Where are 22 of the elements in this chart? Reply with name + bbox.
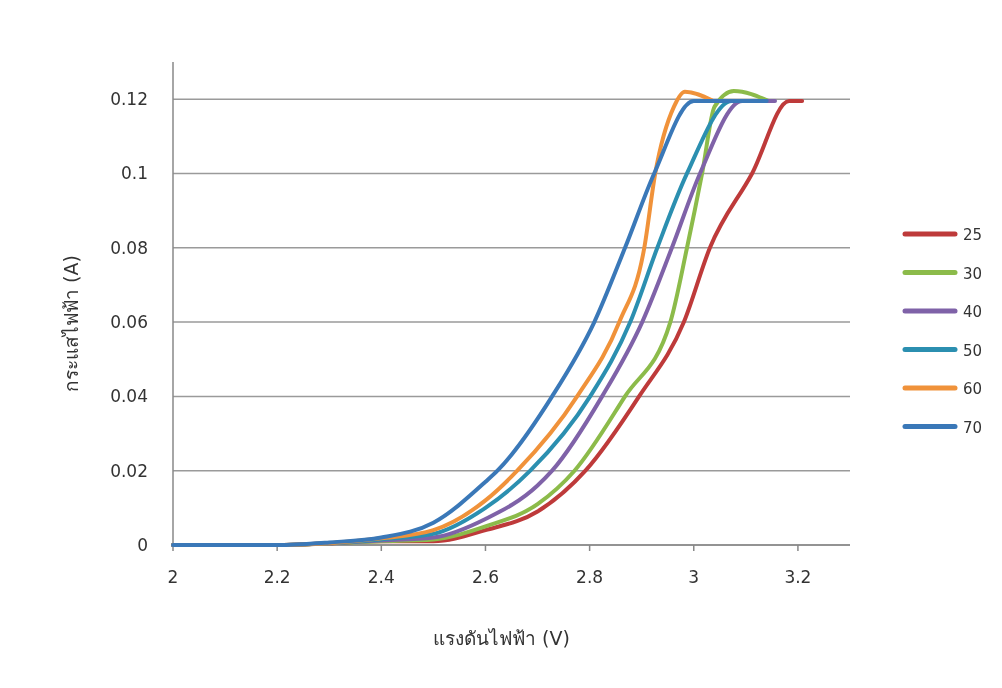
legend-label: 30 — [963, 264, 983, 283]
x-tick-label: 3.2 — [784, 567, 812, 587]
x-tick-label: 3 — [688, 567, 700, 587]
y-axis-title: กระแสไฟฟ้า (A) — [60, 255, 82, 392]
y-tick-label: 0.04 — [110, 386, 148, 407]
legend-label: 60 — [963, 380, 983, 398]
x-tick-label: 2.8 — [576, 567, 604, 587]
x-tick-label: 2 — [167, 567, 179, 587]
legend-label: 70 — [963, 418, 983, 437]
y-tick-label: 0.12 — [110, 89, 148, 110]
y-tick-label: 0.06 — [110, 312, 148, 333]
y-tick-label: 0.1 — [120, 163, 148, 184]
y-tick-label: 0.08 — [110, 237, 148, 258]
y-tick-label: 0 — [137, 535, 148, 555]
legend-label: 25 — [963, 226, 983, 244]
legend-label: 50 — [963, 341, 983, 360]
x-axis-title: แรงดันไฟฟ้า (V) — [433, 627, 570, 649]
legend-label: 40 — [963, 303, 983, 321]
y-tick-label: 0.02 — [110, 460, 148, 481]
x-tick-label: 2.4 — [367, 567, 395, 587]
x-tick-label: 2.2 — [263, 567, 291, 587]
x-tick-label: 2.6 — [471, 567, 499, 587]
